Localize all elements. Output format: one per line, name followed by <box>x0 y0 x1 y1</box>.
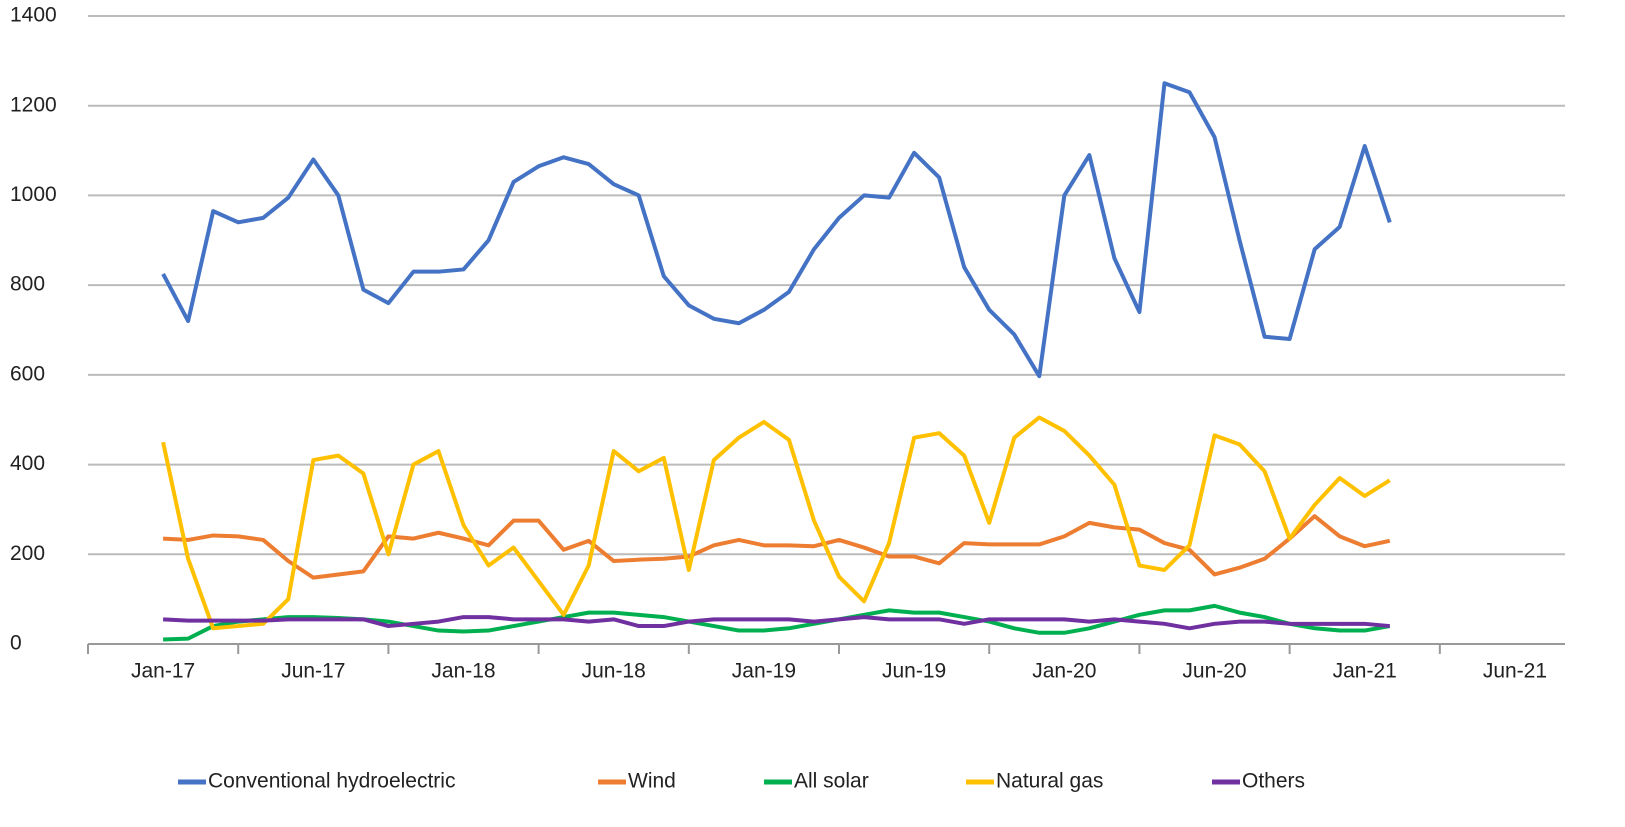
y-tick-label: 1400 <box>10 4 57 27</box>
x-tick-label: Jun-20 <box>1182 660 1246 683</box>
y-tick-label: 1200 <box>10 93 57 116</box>
y-tick-label: 1000 <box>10 183 57 206</box>
series-line <box>162 514 1391 580</box>
x-tick-label: Jun-18 <box>582 660 646 683</box>
y-tick-label: 0 <box>10 632 22 655</box>
x-tick-label: Jan-21 <box>1333 660 1397 683</box>
series-line <box>161 415 1391 631</box>
series-line <box>162 615 1390 631</box>
series-line <box>163 603 1391 642</box>
x-tick-label: Jun-21 <box>1483 660 1547 683</box>
x-tick-label: Jun-19 <box>882 660 946 683</box>
legend-label: All solar <box>794 770 869 793</box>
x-tick-label: Jan-20 <box>1032 660 1096 683</box>
y-tick-label: 600 <box>10 362 45 385</box>
legend-label: Wind <box>628 770 676 793</box>
y-tick-label: 800 <box>10 273 45 296</box>
x-tick-label: Jun-17 <box>281 660 345 683</box>
x-tick-label: Jan-17 <box>131 660 195 683</box>
legend-label: Conventional hydroelectric <box>208 770 455 793</box>
legend-label: Others <box>1242 770 1305 793</box>
y-tick-label: 200 <box>10 542 45 565</box>
x-tick-label: Jan-19 <box>732 660 796 683</box>
x-tick-label: Jan-18 <box>431 660 495 683</box>
legend-label: Natural gas <box>996 770 1103 793</box>
y-tick-label: 400 <box>10 452 45 475</box>
series-line <box>161 81 1392 379</box>
